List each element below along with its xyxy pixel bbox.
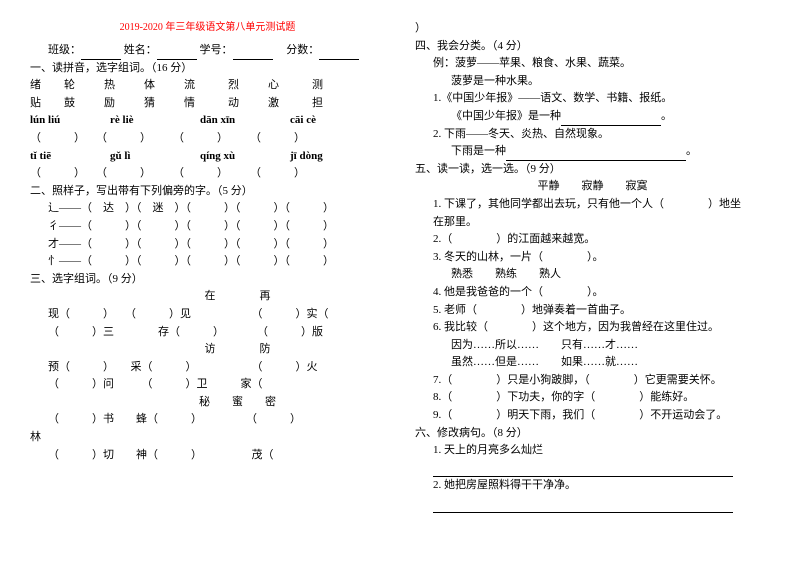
q2-l4: 忄——（ ）（ ）（ ）（ ）（ ）: [30, 253, 385, 271]
q5-i2: 2.（ ）的江面越来越宽。: [415, 231, 770, 249]
q3-g5c: 秘 蜜 密: [30, 394, 385, 412]
q1-paren1: （ ） （ ） （ ） （ ）: [30, 130, 385, 148]
q2-heading: 二、照样子，写出带有下列偏旁的字。（5 分）: [30, 183, 385, 201]
q2-l3: 才——（ ）（ ）（ ）（ ）（ ）: [30, 236, 385, 254]
q4-ex1: 例：菠萝——苹果、粮食、水果、蔬菜。: [415, 55, 770, 73]
class-label: 班级：: [48, 44, 81, 56]
q5-i6: 6. 我比较（ ）这个地方，因为我曾经在这里住过。: [415, 319, 770, 337]
q3-heading: 三、选字组词。（9 分）: [30, 271, 385, 289]
q5-i7: 7.（ ）只是小狗跛脚，（ ）它更需要关怀。: [415, 372, 770, 390]
q3-g1c: 在 再: [30, 288, 385, 306]
q6-heading: 六、修改病句。（8 分）: [415, 425, 770, 443]
q5-heading: 五、读一读，选一选。（9 分）: [415, 161, 770, 179]
q1-paren2: （ ） （ ） （ ） （ ）: [30, 165, 385, 183]
q5-i8: 8.（ ）下功夫，你的字（ ）能练好。: [415, 389, 770, 407]
q4-2b: 下雨是一种。: [415, 143, 770, 161]
q1-pinyin2: tǐ tiēgǔ lìqíng xùjī dòng: [30, 148, 385, 166]
right-close: ）: [415, 20, 770, 38]
q1-pinyin1: lún liúrè lièdān xīncāi cè: [30, 112, 385, 130]
page-title: 2019-2020 年三年级语文第八单元测试题: [30, 20, 385, 36]
q5-i1: 1. 下课了，其他同学都出去玩，只有他一个人（ ）地坐: [415, 196, 770, 214]
q3-g4l: （ ）问 （ ）卫 家（: [30, 376, 385, 394]
q4-heading: 四、我会分类。（4 分）: [415, 38, 770, 56]
q4-2a: 2. 下雨——冬天、炎热、自然现象。: [415, 126, 770, 144]
q6-i2: 2. 她把房屋照料得干干净净。: [415, 477, 770, 495]
q1-chars-row1: 绪轮热体流烈心测: [30, 77, 385, 95]
q3-g6l: （ ）切 神（ ） 茂（: [30, 447, 385, 465]
q5-i5: 5. 老师（ ）地弹奏着一首曲子。: [415, 302, 770, 320]
q3-g5l: （ ）书 蜂（ ） （ ）: [30, 411, 385, 429]
q4-1b: 《中国少年报》是一种。: [415, 108, 770, 126]
q4-ex2: 菠萝是一种水果。: [415, 73, 770, 91]
q3-g1l: 现（ ） （ ）见 （ ）实（: [30, 306, 385, 324]
q3-g3c: 访 防: [30, 341, 385, 359]
q5-g1: 平静 寂静 寂寞: [415, 178, 770, 196]
q5-i3: 3. 冬天的山林，一片（ ）。: [415, 249, 770, 267]
q6-i1: 1. 天上的月亮多么灿烂: [415, 442, 770, 460]
name-label: 姓名：: [124, 44, 157, 56]
q1-chars-row2: 贴鼓励猜情动激担: [30, 95, 385, 113]
q4-1a: 1.《中国少年报》——语文、数学、书籍、报纸。: [415, 90, 770, 108]
q5-g2: 熟悉 熟练 熟人: [415, 266, 770, 284]
q2-l1: 辶——（ 达 ）（ 迷 ）（ ）（ ）（ ）: [30, 200, 385, 218]
q5-i9: 9.（ ）明天下雨，我们（ ）不开运动会了。: [415, 407, 770, 425]
header-row: 班级： 姓名： 学号： 分数：: [30, 42, 385, 60]
q5-g3: 因为……所以…… 只有……才……: [415, 337, 770, 355]
q6-blank2: [415, 495, 770, 513]
q5-i1b: 在那里。: [415, 214, 770, 232]
q3-g3l: 预（ ） 采（ ） （ ）火: [30, 359, 385, 377]
score-label: 分数：: [286, 44, 319, 56]
q3-g2l: （ ）三 存（ ） （ ）版: [30, 324, 385, 342]
q6-blank1: [415, 460, 770, 478]
q1-heading: 一、读拼音，选字组词。（16 分）: [30, 60, 385, 78]
q5-i4: 4. 他是我爸爸的一个（ ）。: [415, 284, 770, 302]
q2-l2: 彳——（ ）（ ）（ ）（ ）（ ）: [30, 218, 385, 236]
q3-g6l2: 林: [30, 429, 385, 447]
q5-g3b: 虽然……但是…… 如果……就……: [415, 354, 770, 372]
id-label: 学号：: [200, 44, 233, 56]
